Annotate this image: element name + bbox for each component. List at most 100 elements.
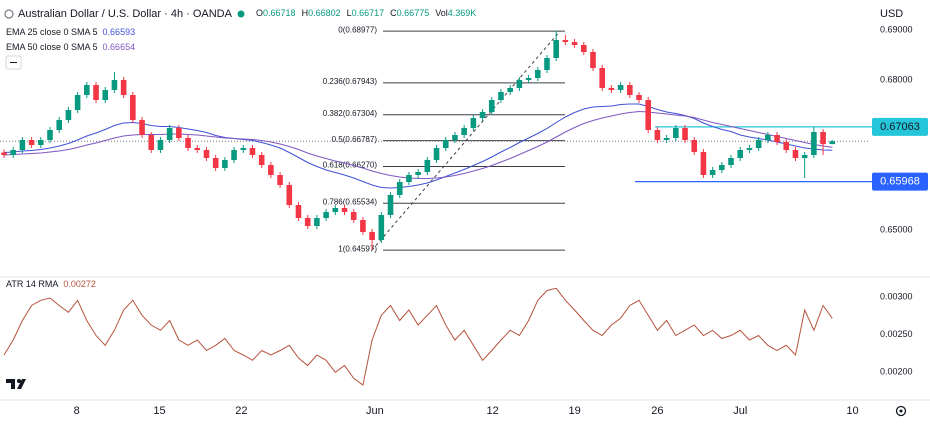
candle-body bbox=[534, 70, 541, 78]
candle-body bbox=[415, 172, 421, 175]
candle-body bbox=[295, 205, 302, 218]
candle-body bbox=[222, 160, 228, 168]
legend-name: ATR 14 RMA bbox=[6, 279, 58, 289]
candle-body bbox=[811, 132, 817, 155]
candle-body bbox=[783, 142, 790, 150]
gear-center bbox=[899, 409, 903, 413]
candle-body bbox=[304, 218, 311, 226]
ohlc-letter: L bbox=[347, 8, 352, 18]
atr-tick-label: 0.00200 bbox=[880, 367, 913, 377]
ohlc-letter: H bbox=[302, 8, 309, 18]
tradingview-logo[interactable] bbox=[6, 379, 26, 389]
candle-body bbox=[396, 182, 403, 195]
candle-body bbox=[38, 140, 44, 145]
candle-body bbox=[829, 141, 836, 145]
candle-body bbox=[212, 158, 219, 168]
legend-name: EMA 25 close 0 SMA 5 bbox=[6, 27, 98, 37]
level-price-label: 0.65968 bbox=[880, 176, 920, 188]
candle-body bbox=[801, 155, 808, 158]
candle-body bbox=[332, 208, 339, 212]
candle-body bbox=[553, 40, 559, 58]
time-tick-label: 15 bbox=[153, 405, 165, 417]
time-tick-label: 19 bbox=[568, 405, 580, 417]
settings-button[interactable] bbox=[895, 405, 907, 417]
candle-body bbox=[139, 120, 145, 135]
candle-body bbox=[516, 80, 523, 88]
candle-body bbox=[746, 148, 753, 150]
candle-body bbox=[102, 90, 109, 100]
candle-body bbox=[157, 140, 164, 150]
candle-body bbox=[709, 170, 716, 175]
candle-body bbox=[258, 155, 265, 165]
candle-body bbox=[488, 100, 495, 112]
candle-body bbox=[185, 138, 191, 148]
fib-label: 0.618(0.66270) bbox=[323, 161, 378, 170]
ohlc-values: O0.66718 H0.66802 L0.66717 C0.66775 Vol4.369… bbox=[256, 8, 476, 18]
candle-body bbox=[130, 95, 136, 120]
candle-body bbox=[571, 42, 578, 45]
time-tick-label: Jun bbox=[366, 405, 384, 417]
symbol-icon[interactable] bbox=[4, 9, 14, 19]
legend-value: 0.00272 bbox=[63, 279, 96, 289]
fib-trend bbox=[371, 30, 561, 251]
candle-body bbox=[590, 52, 596, 68]
candle-body bbox=[636, 95, 642, 100]
candle-body bbox=[378, 215, 385, 240]
price-tick-label: 0.68000 bbox=[880, 74, 913, 84]
volume-label: Vol bbox=[435, 8, 448, 18]
atr-legend[interactable]: ATR 14 RMA 0.00272 bbox=[6, 279, 96, 289]
candle-body bbox=[249, 148, 256, 155]
candle-body bbox=[820, 132, 826, 145]
candle-body bbox=[350, 212, 357, 220]
candle-body bbox=[369, 232, 375, 240]
candle-body bbox=[314, 218, 320, 226]
candle-body bbox=[700, 152, 707, 175]
candle-body bbox=[755, 140, 762, 148]
fib-label: 0(0.68977) bbox=[338, 25, 377, 34]
symbol-title: Australian Dollar / U.S. Dollar · 4h · O… bbox=[18, 8, 233, 20]
candle-body bbox=[424, 160, 431, 172]
candle-body bbox=[498, 92, 504, 100]
gear-icon bbox=[895, 405, 907, 417]
ohlc-value: 0.66717 bbox=[352, 8, 385, 18]
fib-label: 0.236(0.67943) bbox=[323, 77, 378, 86]
fib-label: 1(0.64597) bbox=[338, 244, 377, 253]
candle-body bbox=[461, 128, 467, 135]
ohlc-value: 0.66718 bbox=[263, 8, 296, 18]
fib-label: 0.382(0.67304) bbox=[323, 109, 378, 118]
candle-body bbox=[525, 78, 532, 80]
candle-body bbox=[268, 165, 274, 175]
candle-body bbox=[203, 150, 210, 158]
candle-body bbox=[682, 128, 688, 140]
legend-name: EMA 50 close 0 SMA 5 bbox=[6, 42, 98, 52]
candle-body bbox=[645, 100, 652, 130]
candle-body bbox=[728, 158, 734, 165]
candle-body bbox=[84, 85, 90, 95]
atr-tick-label: 0.00250 bbox=[880, 329, 913, 339]
candle-body bbox=[360, 220, 366, 232]
candle-body bbox=[323, 212, 329, 218]
candle-body bbox=[28, 140, 35, 145]
market-status-dot bbox=[237, 10, 245, 18]
candle-body bbox=[737, 150, 744, 158]
candle-body bbox=[599, 68, 605, 88]
candle-body bbox=[627, 85, 633, 95]
candle-body bbox=[277, 175, 283, 185]
indicator-legend[interactable]: EMA 50 close 0 SMA 5 0.66654 bbox=[6, 42, 135, 52]
candle-body bbox=[544, 58, 550, 70]
level-price-box bbox=[872, 117, 928, 136]
indicator-legend[interactable]: EMA 25 close 0 SMA 5 0.66593 bbox=[6, 27, 135, 37]
atr-tick-label: 0.00300 bbox=[880, 292, 913, 302]
time-tick-label: 22 bbox=[235, 405, 247, 417]
candle-body bbox=[406, 175, 412, 182]
logo-shape bbox=[6, 379, 26, 389]
candle-body bbox=[1, 152, 7, 155]
level-price-box bbox=[872, 172, 928, 191]
logo-dot bbox=[17, 379, 21, 383]
candle-body bbox=[792, 150, 799, 158]
currency-label[interactable]: USD bbox=[880, 8, 903, 20]
candle-body bbox=[166, 128, 173, 140]
price-tick-label: 0.69000 bbox=[880, 24, 913, 34]
candle-body bbox=[148, 135, 155, 150]
